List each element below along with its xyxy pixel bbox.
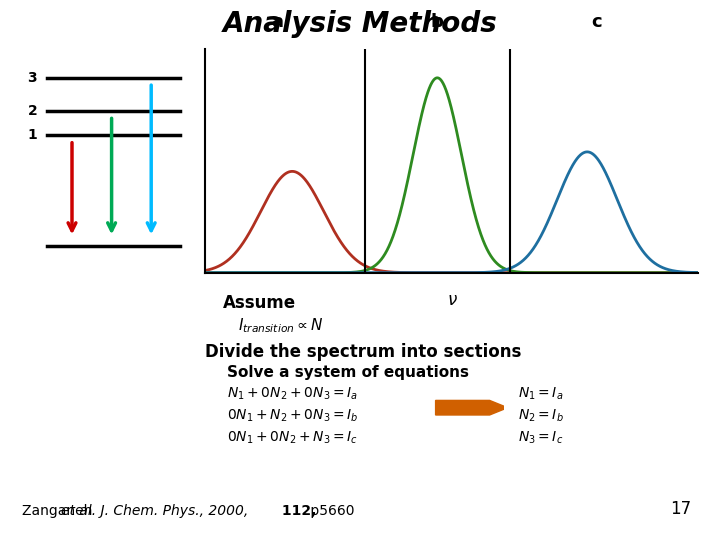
Text: $N_1 + 0N_2 + 0N_3 = I_a$: $N_1 + 0N_2 + 0N_3 = I_a$ xyxy=(227,386,358,402)
Text: et al. J. Chem. Phys., 2000,: et al. J. Chem. Phys., 2000, xyxy=(61,504,248,518)
Text: $N_1 = I_a$: $N_1 = I_a$ xyxy=(518,386,564,402)
Text: $N_3 = I_c$: $N_3 = I_c$ xyxy=(518,429,564,445)
Text: ν: ν xyxy=(447,291,456,309)
FancyArrow shape xyxy=(436,401,508,415)
Text: $0N_1 + N_2 + 0N_3 = I_b$: $0N_1 + N_2 + 0N_3 = I_b$ xyxy=(227,408,359,424)
Text: 17: 17 xyxy=(670,501,691,518)
Text: 112,: 112, xyxy=(277,504,317,518)
Text: $I_{transition} \propto N$: $I_{transition} \propto N$ xyxy=(238,316,323,335)
Text: a: a xyxy=(271,12,284,31)
Text: c: c xyxy=(592,12,602,31)
Text: 3: 3 xyxy=(27,71,37,85)
Text: Zanganeh: Zanganeh xyxy=(22,504,96,518)
Text: Divide the spectrum into sections: Divide the spectrum into sections xyxy=(205,343,521,361)
Text: 1: 1 xyxy=(27,129,37,143)
Text: 2: 2 xyxy=(27,104,37,118)
Text: b: b xyxy=(431,12,444,31)
Text: Solve a system of equations: Solve a system of equations xyxy=(227,364,469,380)
Text: Assume: Assume xyxy=(223,294,297,312)
Text: Analysis Methods: Analysis Methods xyxy=(222,10,498,38)
Text: $0N_1 + 0N_2 + N_3 = I_c$: $0N_1 + 0N_2 + N_3 = I_c$ xyxy=(227,429,358,445)
Text: p5660: p5660 xyxy=(306,504,354,518)
Text: $N_2 = I_b$: $N_2 = I_b$ xyxy=(518,408,564,424)
